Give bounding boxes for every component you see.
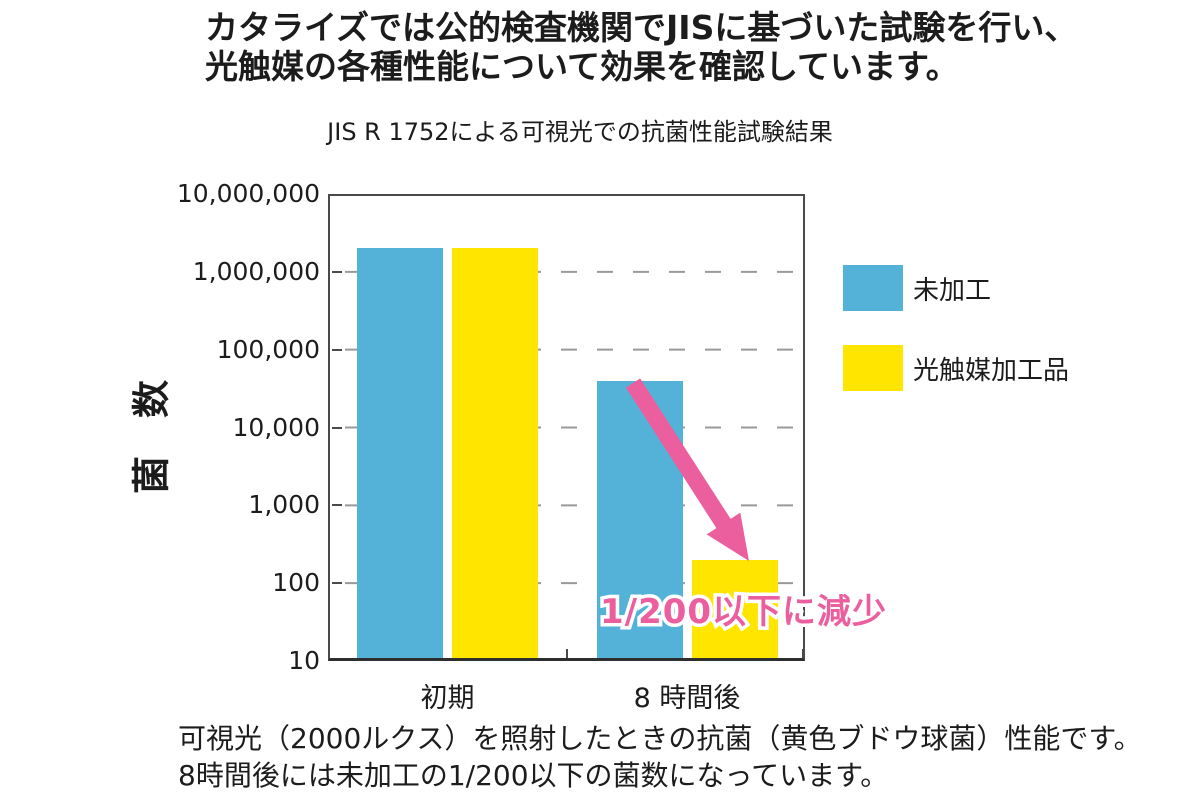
legend-item-untreated: 未加工 bbox=[843, 265, 991, 311]
x-axis-tick bbox=[565, 649, 568, 660]
legend-item-photocatalyst: 光触媒加工品 bbox=[843, 345, 1069, 391]
legend-label-photocatalyst: 光触媒加工品 bbox=[913, 355, 1070, 386]
bar-photocatalyst-initial bbox=[452, 248, 538, 661]
y-axis-tick bbox=[332, 348, 342, 351]
annotation-decrease: 1/200以下に減少 1/200以下に減少 bbox=[596, 584, 889, 636]
chart-caption: 可視光（2000ルクス）を照射したときの抗菌（黄色ブドウ球菌）性能です。 8時間… bbox=[178, 720, 1142, 794]
y-axis-tick-label: 1,000 bbox=[248, 490, 320, 520]
caption-line-1: 可視光（2000ルクス）を照射したときの抗菌（黄色ブドウ球菌）性能です。 bbox=[178, 722, 1142, 755]
annotation-outline: 1/200以下に減少 bbox=[596, 589, 889, 636]
y-axis-tick-label: 1,000,000 bbox=[192, 256, 320, 286]
y-axis-tick-label: 10,000 bbox=[232, 412, 320, 442]
heading-line-1: カタライズでは公的検査機関でJISに基づいた試験を行い、 bbox=[205, 8, 1078, 47]
annotation-text: 1/200以下に減少 bbox=[600, 592, 888, 632]
plot-frame bbox=[328, 194, 805, 661]
chart-title: JIS R 1752による可視光での抗菌性能試験結果 bbox=[327, 118, 833, 146]
legend-swatch-photocatalyst bbox=[843, 345, 903, 391]
x-axis-tick-label: 8 時間後 bbox=[633, 683, 741, 714]
decrease-arrow-icon bbox=[625, 378, 749, 561]
bar-photocatalyst-after-8h bbox=[691, 559, 778, 661]
y-axis-tick-label: 100,000 bbox=[216, 334, 320, 364]
y-axis-tick-label: 10 bbox=[288, 646, 320, 675]
page-heading: カタライズでは公的検査機関でJISに基づいた試験を行い、 光触媒の各種性能につい… bbox=[205, 8, 1077, 86]
caption-line-2: 8時間後には未加工の1/200以下の菌数になっています。 bbox=[178, 759, 889, 792]
heading-line-2: 光触媒の各種性能について効果を確認しています。 bbox=[205, 47, 959, 86]
y-axis-tick-label: 10,000,000 bbox=[176, 179, 320, 208]
y-axis-tick bbox=[332, 426, 342, 429]
y-axis-tick-label: 100 bbox=[272, 568, 320, 598]
legend-label-untreated: 未加工 bbox=[913, 275, 992, 306]
legend-swatch-untreated bbox=[843, 265, 903, 311]
bar-untreated-initial bbox=[357, 248, 443, 661]
y-axis-tick bbox=[332, 504, 342, 507]
y-axis-tick bbox=[332, 582, 342, 585]
y-axis-tick bbox=[332, 270, 342, 273]
x-axis-tick-label: 初期 bbox=[420, 683, 475, 714]
